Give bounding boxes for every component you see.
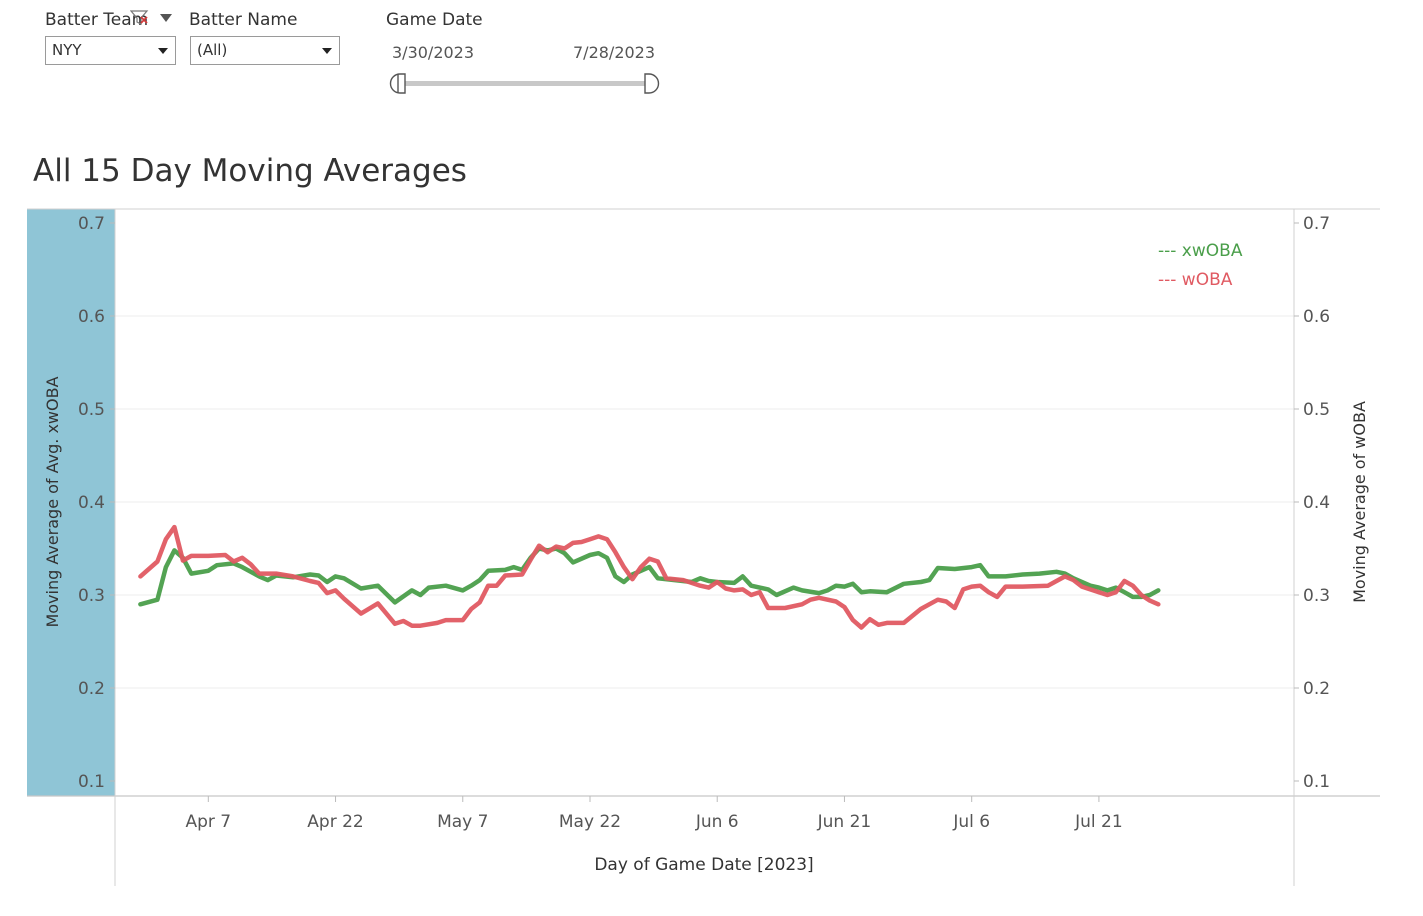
batter-team-value: NYY	[52, 41, 82, 59]
game-date-start: 3/30/2023	[392, 43, 475, 62]
x-tick-label: May 22	[559, 812, 621, 832]
y-tick-label-left: 0.1	[78, 772, 105, 792]
slider-end-handle[interactable]	[644, 73, 660, 94]
y-tick-label-left: 0.7	[78, 214, 105, 234]
x-tick-label: Jul 6	[952, 812, 990, 832]
dropdown-menu-icon[interactable]	[160, 14, 172, 23]
legend-woba: --- wOBA	[1158, 270, 1233, 290]
y-tick-label-right: 0.4	[1303, 493, 1330, 513]
x-tick-label: May 7	[437, 812, 488, 832]
legend-xwoba: --- xwOBA	[1158, 241, 1243, 261]
game-date-end: 7/28/2023	[573, 43, 656, 62]
series-line-woba[interactable]	[138, 524, 1161, 630]
y-tick-label-right: 0.2	[1303, 679, 1330, 699]
y-tick-label-left: 0.6	[78, 307, 105, 327]
x-tick-label: Jul 21	[1074, 812, 1123, 832]
left-axis-title: Moving Average of Avg. xwOBA	[43, 376, 62, 627]
filter-clear-icon[interactable]	[130, 10, 150, 26]
y-tick-label-right: 0.3	[1303, 586, 1330, 606]
y-tick-label-right: 0.6	[1303, 307, 1330, 327]
date-range-slider[interactable]	[386, 70, 666, 100]
game-date-label: Game Date	[386, 10, 483, 30]
batter-name-label: Batter Name	[189, 10, 298, 30]
x-tick-label: Jun 6	[695, 812, 739, 832]
batter-name-value: (All)	[197, 41, 228, 59]
chevron-down-icon	[322, 48, 332, 54]
chart-title: All 15 Day Moving Averages	[33, 153, 467, 189]
slider-track	[398, 81, 650, 86]
x-tick-label: Apr 7	[185, 812, 231, 832]
x-tick-label: Apr 22	[307, 812, 363, 832]
y-tick-label-left: 0.4	[78, 493, 105, 513]
y-tick-label-right: 0.5	[1303, 400, 1330, 420]
batter-team-select[interactable]: NYY	[45, 36, 176, 65]
y-tick-label-left: 0.5	[78, 400, 105, 420]
batter-name-select[interactable]: (All)	[190, 36, 340, 65]
y-tick-label-right: 0.7	[1303, 214, 1330, 234]
batter-team-label: Batter Team	[45, 10, 149, 30]
chevron-down-icon	[158, 48, 168, 54]
x-axis-title: Day of Game Date [2023]	[594, 855, 813, 875]
x-tick-label: Jun 21	[817, 812, 872, 832]
left-axis-highlight-band	[27, 209, 115, 796]
y-tick-label-right: 0.1	[1303, 772, 1330, 792]
right-axis-title: Moving Average of wOBA	[1350, 401, 1369, 603]
y-tick-label-left: 0.2	[78, 679, 105, 699]
y-tick-label-left: 0.3	[78, 586, 105, 606]
